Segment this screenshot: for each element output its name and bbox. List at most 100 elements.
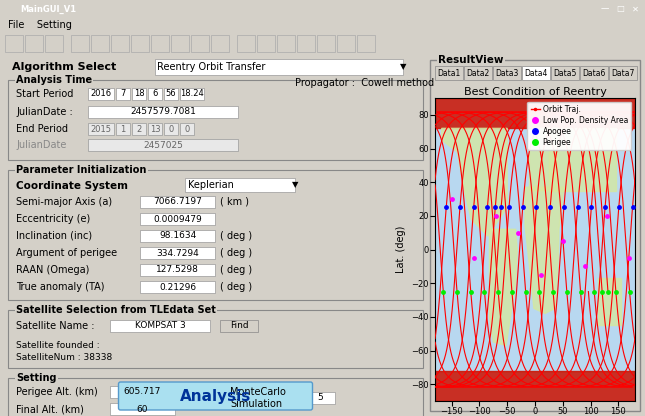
Point (468, 204, 479, 211)
Bar (551, 66, 579, 80)
Text: ( deg ): ( deg ) (220, 248, 252, 258)
Text: 0.0009479: 0.0009479 (153, 215, 202, 223)
Text: JulianDate :: JulianDate : (16, 107, 73, 117)
Point (603, 288, 613, 295)
Text: RAAN (Omega): RAAN (Omega) (16, 265, 90, 275)
Text: 18.24: 18.24 (180, 89, 204, 99)
Bar (140, 264, 215, 276)
Point (573, 204, 583, 211)
Text: ( deg ): ( deg ) (220, 282, 252, 292)
Text: ResultView: ResultView (438, 55, 504, 65)
Text: Data1: Data1 (437, 69, 461, 77)
Text: 18: 18 (134, 89, 144, 99)
Text: File    Setting: File Setting (8, 20, 72, 30)
Bar (211, 35, 229, 52)
Point (534, 288, 544, 295)
Text: MainGUI_V1: MainGUI_V1 (20, 5, 76, 14)
Point (545, 204, 555, 211)
Bar (132, 88, 146, 100)
Bar (493, 66, 521, 80)
Bar (277, 35, 295, 52)
Text: 605.717: 605.717 (124, 387, 161, 396)
Bar (435, 98, 635, 128)
Point (535, 271, 546, 278)
Point (479, 288, 490, 295)
Point (507, 288, 517, 295)
Text: 0: 0 (184, 124, 190, 134)
Point (575, 288, 586, 295)
Text: Keplerian: Keplerian (188, 180, 234, 190)
Text: 56: 56 (166, 89, 176, 99)
Bar (88, 123, 114, 135)
Text: Simulation: Simulation (230, 399, 282, 409)
Bar (185, 178, 295, 192)
Point (624, 288, 635, 295)
Text: Semi-major Axis (a): Semi-major Axis (a) (16, 197, 112, 207)
Bar (5, 35, 23, 52)
Bar (110, 403, 175, 415)
Bar (305, 392, 335, 404)
Bar (237, 35, 255, 52)
Bar (140, 230, 215, 242)
Bar (171, 35, 189, 52)
Point (580, 263, 590, 270)
Text: Coordinate System: Coordinate System (16, 181, 128, 191)
Text: 334.7294: 334.7294 (156, 248, 199, 258)
Bar (435, 66, 463, 80)
Bar (357, 35, 375, 52)
Bar (297, 35, 315, 52)
Text: 2015: 2015 (90, 124, 112, 134)
Text: 13: 13 (150, 124, 161, 134)
Bar (435, 371, 635, 401)
Point (597, 288, 608, 295)
Bar (140, 247, 215, 259)
Bar (317, 35, 335, 52)
Bar (116, 123, 130, 135)
Point (438, 288, 448, 295)
Text: 7066.7197: 7066.7197 (153, 198, 202, 206)
Text: Inclination (inc): Inclination (inc) (16, 231, 92, 241)
Text: End Period: End Period (16, 124, 68, 134)
Point (611, 288, 621, 295)
Text: Start Period: Start Period (16, 89, 74, 99)
Text: 127.5298: 127.5298 (156, 265, 199, 275)
Text: Eccentricity (e): Eccentricity (e) (16, 214, 90, 224)
Bar (220, 320, 258, 332)
Legend: Orbit Traj., Low Pop. Density Area, Apogee, Perigee: Orbit Traj., Low Pop. Density Area, Apog… (528, 102, 631, 150)
Text: Final Alt. (km): Final Alt. (km) (16, 404, 84, 414)
Point (446, 196, 457, 202)
Text: Parameter Initialization: Parameter Initialization (16, 165, 146, 175)
Bar (91, 35, 109, 52)
Polygon shape (525, 187, 564, 314)
Text: Data4: Data4 (524, 69, 548, 77)
Text: Analysis: Analysis (180, 389, 251, 404)
Text: MonteCarlo: MonteCarlo (230, 387, 286, 397)
Point (586, 204, 597, 211)
Text: Analysis Time: Analysis Time (16, 75, 92, 85)
Point (589, 288, 599, 295)
Text: Find: Find (230, 322, 248, 330)
Text: 2457579.7081: 2457579.7081 (130, 107, 196, 116)
Text: KOMPSAT 3: KOMPSAT 3 (135, 322, 185, 330)
Text: SatelliteNum : 38338: SatelliteNum : 38338 (16, 354, 112, 362)
Polygon shape (490, 229, 517, 345)
Polygon shape (530, 128, 557, 191)
Bar (180, 88, 204, 100)
Bar (180, 123, 194, 135)
Point (517, 204, 528, 211)
Text: Algorithm Select: Algorithm Select (12, 62, 116, 72)
Text: ( deg ): ( deg ) (220, 265, 252, 275)
Bar (140, 213, 215, 225)
Bar (88, 106, 238, 118)
Bar (164, 123, 178, 135)
Bar (88, 88, 114, 100)
Text: Data6: Data6 (582, 69, 606, 77)
Bar (140, 281, 215, 293)
Polygon shape (442, 128, 507, 236)
Point (562, 288, 572, 295)
Text: 2: 2 (136, 124, 142, 134)
Point (548, 288, 559, 295)
Point (531, 204, 542, 211)
Text: True anomaly (TA): True anomaly (TA) (16, 282, 104, 292)
Text: Reentry Orbit Transfer: Reentry Orbit Transfer (157, 62, 265, 72)
